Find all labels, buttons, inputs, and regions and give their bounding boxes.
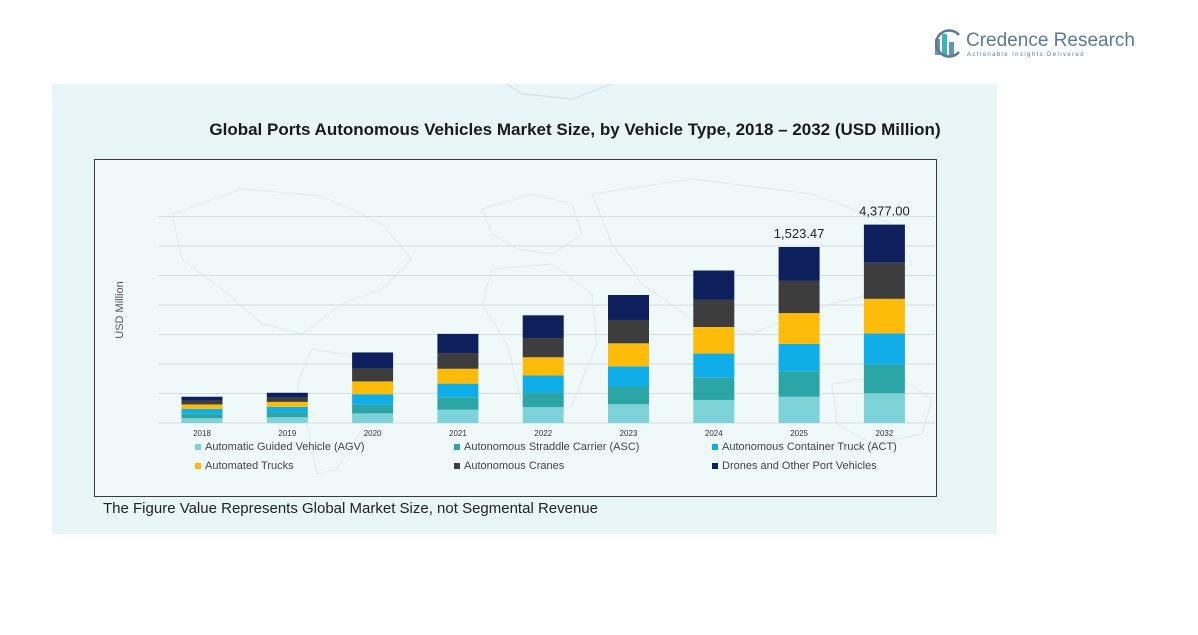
data-label: 4,377.00 bbox=[859, 204, 910, 219]
bar-segment bbox=[437, 383, 479, 398]
bar-segment bbox=[863, 298, 905, 334]
x-tick-label: 2022 bbox=[534, 429, 552, 438]
x-tick-label: 2020 bbox=[364, 429, 382, 438]
legend-swatch bbox=[195, 444, 201, 450]
bar-segment bbox=[693, 399, 735, 423]
chart-footnote: The Figure Value Represents Global Marke… bbox=[103, 500, 598, 517]
bar-segment bbox=[693, 270, 735, 300]
bar-segment bbox=[352, 404, 394, 414]
bar-segment bbox=[778, 280, 820, 314]
bar-segment bbox=[266, 406, 308, 413]
bar-segment bbox=[522, 338, 564, 358]
legend-label: Autonomous Container Truck (ACT) bbox=[722, 441, 897, 453]
bar-segment bbox=[181, 413, 223, 419]
bar-segment bbox=[608, 343, 649, 367]
bar-segment bbox=[608, 404, 649, 423]
y-axis-label: USD Million bbox=[114, 281, 126, 338]
bar-segment bbox=[863, 364, 905, 394]
bar-segment bbox=[522, 407, 564, 423]
bar-segment bbox=[437, 397, 479, 410]
bar-segment bbox=[352, 368, 394, 382]
bar-segment bbox=[522, 315, 564, 339]
x-tick-label: 2021 bbox=[449, 429, 467, 438]
stacked-bar-chart: USD Million 2018 2019 2020 2021 2022 2023 2024 2… bbox=[114, 204, 935, 472]
legend-swatch bbox=[454, 463, 460, 469]
bar-segment bbox=[352, 394, 394, 405]
x-tick-label: 2019 bbox=[278, 429, 296, 438]
bar-segment bbox=[778, 247, 820, 281]
logo-tagline: Actionable Insights Delivered bbox=[967, 52, 1085, 58]
bar-segment bbox=[778, 396, 820, 423]
bar-segment bbox=[266, 412, 308, 418]
legend-swatch bbox=[454, 444, 460, 450]
bar-segment bbox=[778, 371, 820, 397]
chart-plot-box: USD Million 2018 2019 2020 2021 2022 2023 2024 2… bbox=[94, 159, 937, 497]
bar-segment bbox=[437, 368, 479, 384]
bar-segment bbox=[522, 375, 564, 393]
bar-segment bbox=[181, 396, 223, 401]
x-tick-label: 2023 bbox=[620, 429, 638, 438]
bar-segment bbox=[778, 343, 820, 372]
bar-segment bbox=[437, 333, 479, 354]
x-tick-label: 2032 bbox=[876, 429, 894, 438]
bar-segment bbox=[693, 327, 735, 354]
bar-segment bbox=[863, 393, 905, 423]
bar-segment bbox=[352, 413, 394, 423]
legend-label: Automated Trucks bbox=[205, 460, 294, 472]
bar-segment bbox=[181, 404, 223, 409]
chart-title: Global Ports Autonomous Vehicles Market … bbox=[209, 120, 941, 139]
bar-segment bbox=[352, 381, 394, 395]
bar-segment bbox=[693, 353, 735, 378]
x-tick-label: 2024 bbox=[705, 429, 723, 438]
legend-label: Autonomous Straddle Carrier (ASC) bbox=[464, 441, 639, 453]
bar-segment bbox=[352, 352, 394, 369]
bar-segment bbox=[863, 224, 905, 263]
bar-segment bbox=[522, 357, 564, 376]
bar-segment bbox=[863, 262, 905, 299]
bar-segment bbox=[693, 299, 735, 327]
x-tick-label: 2025 bbox=[790, 429, 808, 438]
bar-segment bbox=[437, 409, 479, 423]
bar-segment bbox=[608, 386, 649, 405]
legend-swatch bbox=[195, 463, 201, 469]
bar-segment bbox=[608, 295, 649, 320]
x-tick-label: 2018 bbox=[193, 429, 211, 438]
bar-segment bbox=[266, 397, 308, 402]
bar-segment bbox=[608, 319, 649, 344]
bar-segment bbox=[266, 417, 308, 423]
data-label: 1,523.47 bbox=[774, 226, 825, 241]
bar-segment bbox=[181, 418, 223, 423]
bar-segment bbox=[437, 353, 479, 369]
logo-mark-icon bbox=[934, 29, 960, 58]
bar-segment bbox=[522, 392, 564, 408]
bar-segment bbox=[266, 392, 308, 398]
chart-panel: Global Ports Autonomous Vehicles Market … bbox=[52, 84, 997, 534]
legend-label: Drones and Other Port Vehicles bbox=[722, 460, 877, 472]
legend-label: Autonomous Cranes bbox=[464, 460, 565, 472]
legend-label: Automatic Guided Vehicle (AGV) bbox=[205, 441, 365, 453]
bar-segment bbox=[778, 313, 820, 344]
bar-segment bbox=[608, 366, 649, 387]
legend-swatch bbox=[712, 444, 718, 450]
bar-segment bbox=[181, 408, 223, 414]
bar-segment bbox=[181, 400, 223, 405]
logo-name: Credence Research bbox=[966, 30, 1135, 51]
credence-research-logo: Credence Research Actionable Insights De… bbox=[932, 28, 1135, 62]
bar-segment bbox=[863, 333, 905, 365]
legend-swatch bbox=[712, 463, 718, 469]
bar-segment bbox=[693, 377, 735, 400]
bar-segment bbox=[266, 401, 308, 407]
